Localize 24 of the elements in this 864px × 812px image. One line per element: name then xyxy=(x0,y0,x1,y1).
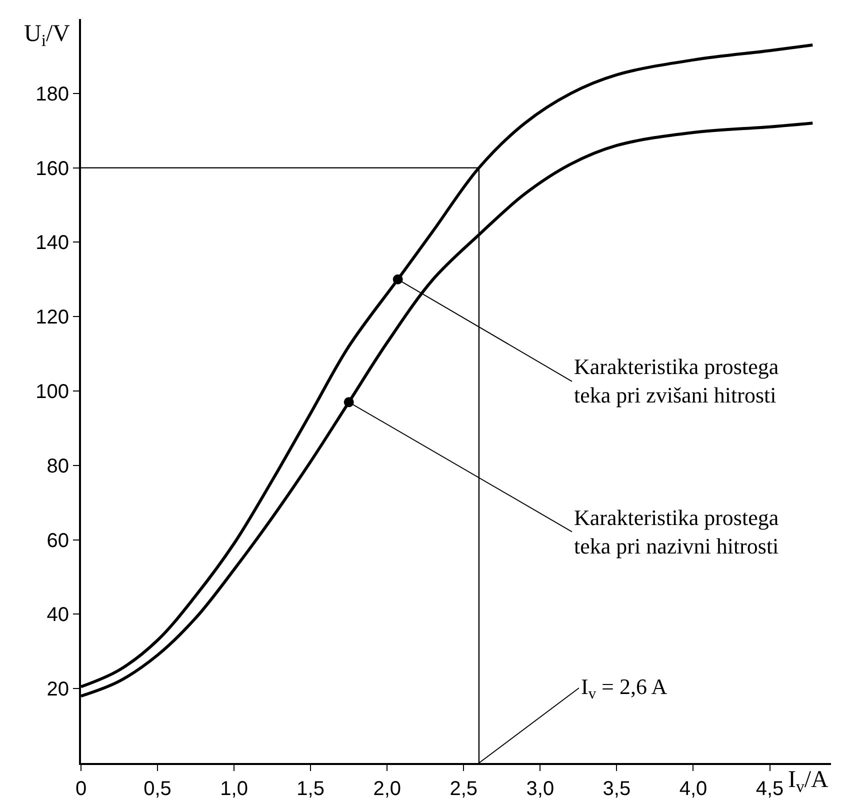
x-tick-label: 3,0 xyxy=(526,778,554,800)
x-tick-label: 0 xyxy=(75,778,87,800)
x-tick-label: 3,5 xyxy=(602,778,631,800)
y-tick-label: 80 xyxy=(46,455,69,478)
y-tick-label: 120 xyxy=(36,306,69,329)
y-tick-label: 20 xyxy=(46,678,69,701)
y-tick-label: 60 xyxy=(46,530,69,552)
x-tick-label: 2,0 xyxy=(373,778,402,800)
annotation: Karakteristika prostega teka pri zvišani hitrosti xyxy=(574,354,779,408)
x-tick-label: 1,5 xyxy=(296,778,324,800)
ref-line-label: I$_{v}$ = 2,6 A xyxy=(581,674,668,703)
annotation: Karakteristika prostega teka pri nazivni hitrosti xyxy=(574,505,779,559)
y-tick-label: 40 xyxy=(46,604,69,626)
x-tick-label: 2,5 xyxy=(450,778,478,800)
y-tick-label: 100 xyxy=(36,381,69,403)
x-tick-label: 0,5 xyxy=(144,778,172,800)
x-tick-label: 4,0 xyxy=(679,778,708,800)
y-tick-label: 140 xyxy=(36,232,69,254)
y-axis-title: U$_{i}$/V xyxy=(24,21,71,50)
x-tick-label: 1,0 xyxy=(220,778,248,800)
x-axis-title: I$_{v}$/A xyxy=(788,767,830,796)
x-tick-label: 4,5 xyxy=(756,778,784,800)
y-tick-label: 180 xyxy=(36,83,69,106)
y-tick-label: 160 xyxy=(36,158,69,180)
